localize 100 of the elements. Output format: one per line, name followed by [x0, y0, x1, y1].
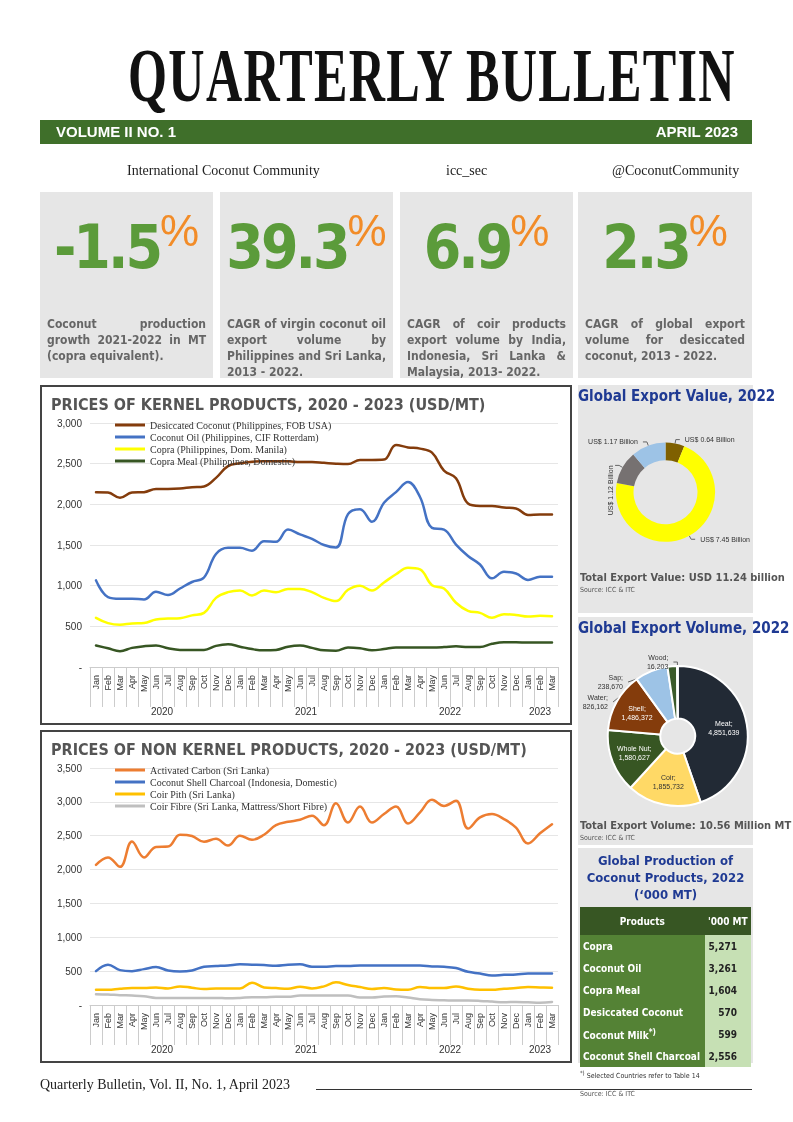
x-tick-label: Mar — [115, 1013, 125, 1029]
text: VOLUME II NO. 1 — [56, 123, 177, 140]
x-tick-label: May — [283, 674, 293, 693]
x-tick-label: May — [139, 1012, 149, 1031]
category-label: Coconut production growth 2021-2022 in MT (copra equivalent). — [47, 316, 206, 364]
x-tick-label: Jan — [91, 675, 101, 690]
x-tick-label: Jul — [307, 1013, 317, 1025]
category-label: Copra — [580, 935, 705, 957]
chart-title: Global Export Volume, 2022 — [578, 619, 790, 637]
x-tick-label: Aug — [319, 1013, 329, 1030]
x-tick-label: Jan — [235, 1013, 245, 1028]
text: QUARTERLY BULLETIN — [128, 32, 736, 119]
x-tick-label: Mar — [259, 1013, 269, 1029]
x-tick-label: Sep — [331, 675, 341, 692]
x-tick-label: Aug — [175, 675, 185, 692]
legend-label: Coconut Shell Charcoal (Indonesia, Domestic) — [150, 776, 337, 789]
text: APRIL 2023 — [655, 123, 738, 140]
text: 5,271 — [708, 940, 737, 952]
x-tick-label: Mar — [259, 675, 269, 691]
x-tick-label: Feb — [247, 1013, 257, 1029]
x-tick-label: Dec — [511, 1012, 521, 1030]
line-series — [94, 981, 554, 992]
chart-title: PRICES OF NON KERNEL PRODUCTS, 2020 - 2023 (USD/MT) — [51, 739, 527, 759]
line-series — [94, 992, 554, 1004]
x-tick-label: Nov — [499, 1012, 509, 1030]
text: Total Export Value: USD 11.24 billion — [580, 571, 785, 584]
x-tick-label: Jul — [307, 675, 317, 687]
category-label: Copra Meal — [580, 979, 705, 1001]
text: '000 MT — [706, 914, 749, 929]
x-tick-label: May — [139, 674, 149, 693]
text: 1,604 — [708, 984, 737, 996]
x-tick-label: Dec — [367, 674, 377, 692]
category-label: CAGR of coir products export volume by India, Indonesia, Sri Lanka & Malaysia, 2013- 2022. — [407, 316, 566, 380]
x-tick-label: Jan — [91, 1013, 101, 1028]
text: International Coconut Community — [127, 163, 320, 179]
category-label: Desiccated Coconut — [580, 1001, 705, 1023]
x-tick-label: Mar — [115, 675, 125, 691]
text: 3,261 — [708, 962, 737, 974]
x-tick-label: Jun — [295, 675, 305, 690]
chart-title: Global Export Value, 2022 — [578, 387, 776, 405]
x-tick-label: Nov — [355, 1012, 365, 1030]
x-tick-label: Oct — [487, 674, 497, 690]
x-tick-label: Jul — [163, 1013, 173, 1025]
legend-label: Coir Fibre (Sri Lanka, Mattress/Short Fibre) — [150, 800, 328, 813]
x-tick-label: Jul — [451, 675, 461, 687]
x-tick-label: Apr — [415, 675, 425, 690]
text: Quarterly Bulletin, Vol. II, No. 1, April 2023 — [40, 1077, 290, 1093]
x-tick-label: Mar — [547, 675, 557, 691]
text: 2023 — [528, 705, 552, 717]
x-tick-label: Apr — [127, 675, 137, 690]
y-tick-label: - — [78, 999, 82, 1011]
x-tick-label: May — [427, 1012, 437, 1031]
x-tick-label: Apr — [415, 1013, 425, 1028]
text: icc_sec — [446, 163, 488, 179]
y-tick-label: 2,500 — [56, 830, 83, 842]
x-tick-label: Aug — [463, 675, 473, 692]
x-tick-label: Sep — [475, 1013, 485, 1030]
x-tick-label: Mar — [403, 1013, 413, 1029]
text: @CoconutCommunity — [612, 163, 740, 179]
x-tick-label: Sep — [187, 675, 197, 692]
text: 2022 — [438, 705, 462, 717]
y-tick-label: 1,500 — [56, 897, 83, 909]
x-tick-label: Aug — [175, 1013, 185, 1030]
text: 2020 — [150, 705, 174, 717]
x-tick-label: Oct — [199, 1012, 209, 1028]
line-series — [94, 480, 554, 601]
x-tick-label: Jan — [379, 675, 389, 690]
line-series — [94, 963, 554, 977]
x-tick-label: Jan — [235, 675, 245, 690]
text: 2020 — [150, 1043, 174, 1055]
text: 2021 — [294, 1043, 318, 1055]
x-tick-label: Oct — [487, 1012, 497, 1028]
x-tick-label: Feb — [103, 1013, 113, 1029]
text: 599 — [718, 1028, 737, 1040]
category-label: Coconut Milk$^{*)}$ — [580, 1023, 705, 1045]
x-tick-label: Mar — [547, 1013, 557, 1029]
legend-label: Copra Meal (Philippines, Domestic) — [150, 455, 295, 468]
line-series — [94, 443, 554, 517]
x-tick-label: Jul — [163, 675, 173, 687]
x-tick-label: Nov — [499, 674, 509, 692]
x-tick-label: Nov — [355, 674, 365, 692]
text: 2021 — [294, 705, 318, 717]
text: 39.3$^{%}$ — [226, 206, 387, 282]
legend-label: Activated Carbon (Sri Lanka) — [150, 764, 270, 777]
x-tick-label: Aug — [319, 675, 329, 692]
line-series — [94, 566, 554, 626]
category-label: CAGR of global export volume for desiccated coconut, 2013 - 2022. — [585, 316, 745, 364]
legend-label: Desiccated Coconut (Philippines, FOB USA) — [150, 419, 332, 432]
x-tick-label: Aug — [463, 1013, 473, 1030]
x-tick-label: Dec — [223, 1012, 233, 1030]
x-tick-label: Feb — [391, 1013, 401, 1029]
x-tick-label: Apr — [271, 1013, 281, 1028]
x-tick-label: Apr — [271, 675, 281, 690]
x-tick-label: Feb — [391, 675, 401, 691]
text: 2022 — [438, 1043, 462, 1055]
x-tick-label: Sep — [475, 675, 485, 692]
text: 2.3$^{%}$ — [602, 206, 728, 282]
text: 570 — [718, 1006, 737, 1018]
y-tick-label: 3,500 — [56, 762, 83, 774]
chart-title: PRICES OF KERNEL PRODUCTS, 2020 - 2023 (USD/MT) — [51, 394, 486, 414]
